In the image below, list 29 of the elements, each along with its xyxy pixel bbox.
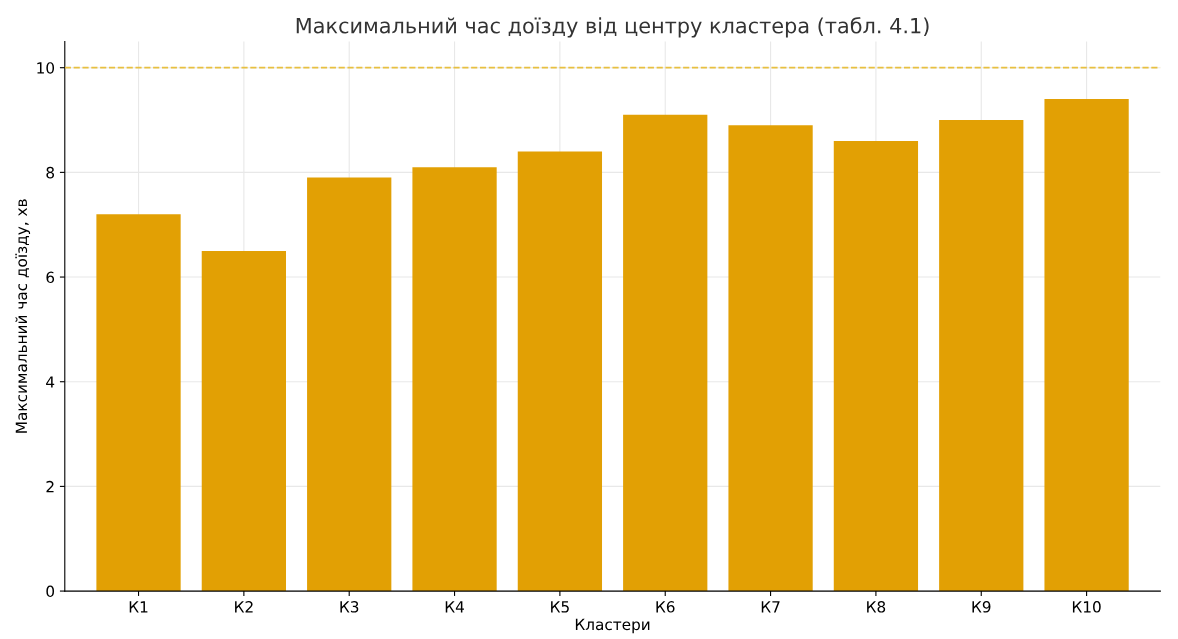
x-tick-label: К5	[551, 601, 569, 613]
bar	[833, 140, 919, 592]
y-tick-label: 6	[46, 271, 55, 284]
bar	[517, 151, 603, 592]
bar	[728, 125, 813, 592]
chart-title: Максимальний час доїзду від центру кластера (табл. 4.1)	[296, 17, 929, 38]
x-tick-label: К6	[656, 601, 675, 613]
bar	[623, 114, 708, 592]
bar	[307, 177, 392, 592]
x-tick-label: К1	[129, 601, 148, 613]
bar	[412, 167, 497, 592]
x-tick-label: К4	[445, 601, 464, 613]
x-tick-label: К3	[340, 601, 359, 613]
x-tick-label: К8	[867, 601, 886, 613]
bar	[201, 250, 286, 592]
x-tick-label: К9	[972, 601, 991, 613]
bar	[939, 120, 1024, 592]
y-tick-label: 4	[46, 376, 55, 388]
y-tick-label: 10	[37, 62, 55, 74]
y-axis-title: Максимальний час доїзду, хв	[15, 199, 31, 433]
x-tick-label: К7	[761, 601, 780, 613]
x-tick-label: К2	[235, 601, 253, 613]
x-tick-label: К10	[1072, 601, 1101, 613]
bar	[1044, 99, 1129, 592]
x-axis-title: Кластери	[575, 618, 650, 634]
y-tick-label: 8	[46, 166, 55, 179]
y-tick-label: 0	[46, 585, 55, 598]
y-tick-label: 2	[46, 480, 54, 493]
bar	[96, 214, 181, 592]
